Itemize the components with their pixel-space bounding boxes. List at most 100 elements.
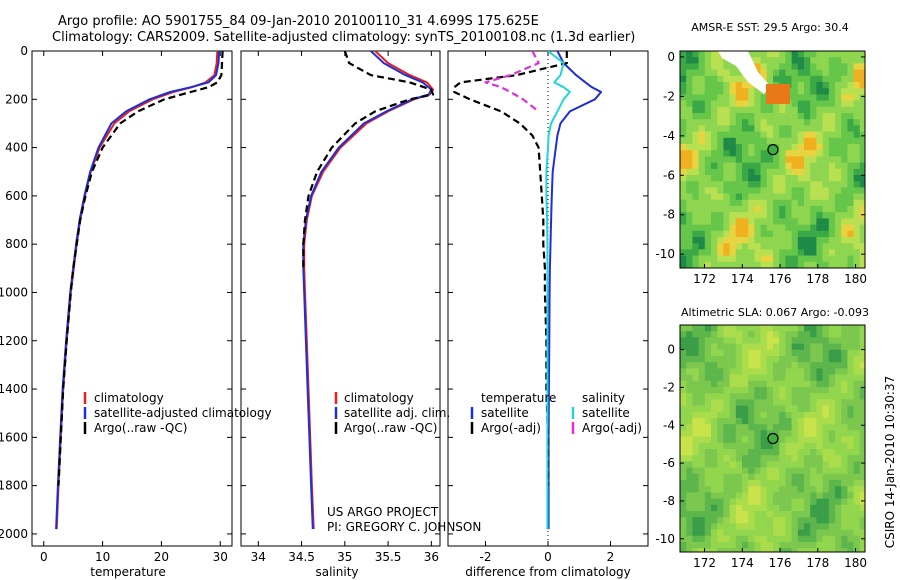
map-cell [717,424,724,431]
map-cell [717,113,724,120]
map-cell [797,212,805,219]
map-cell [686,380,693,388]
map-cell [766,51,774,58]
map-cell [742,362,749,369]
map-cell [704,106,712,114]
map-cell [711,356,718,363]
map-cell [822,492,830,499]
map-cell [761,268,768,275]
map-cell [723,480,730,487]
map-cell [686,455,693,462]
map-cell [735,486,743,493]
map-cell [791,325,799,332]
map-cell [859,380,865,388]
map-cell [686,356,693,363]
map-x-tick-label: 176 [769,272,792,286]
map-cell [735,349,743,357]
map-cell [717,331,724,338]
map-cell [686,325,693,332]
map-cell [729,498,737,506]
map-cell [859,119,865,126]
map-cell [766,430,774,437]
map-cell [816,175,823,182]
map-cell [773,349,780,357]
x-tick-label: -2 [480,550,492,564]
map-cell [729,331,737,338]
map-cell [841,243,848,250]
chart-title-line1: Argo profile: AO 5901755_84 09-Jan-2010 … [58,14,539,29]
map-cell [698,75,706,83]
map-cell [785,486,792,493]
map-cell [779,504,786,512]
map-cell [717,498,724,506]
map-cell [797,368,805,375]
map-cell [797,137,805,145]
map-cell [835,418,842,425]
map-cell [804,455,811,462]
map-cell [711,436,718,444]
map-cell [723,230,730,238]
map-cell [717,181,724,188]
map-cell [773,535,780,543]
map-cell [704,492,712,499]
map-cell [698,131,706,139]
map-cell [717,75,724,83]
map-cell [692,436,699,444]
map-cell [680,75,687,83]
map-cell [754,230,761,238]
map-cell [804,467,811,475]
map-cell [847,144,854,151]
map-cell [847,57,854,64]
map-cell [711,418,718,425]
y-tick-label: 600 [5,189,28,203]
map-cell [686,255,693,263]
map-cell [779,517,786,524]
map-cell [735,343,743,351]
map-cell [816,449,823,456]
difference-legend: temperature satellite Argo(-adj) salinit… [470,391,642,435]
map-cell [810,75,817,83]
map-cell [779,535,786,543]
map-cell [804,542,811,549]
map-cell [810,94,817,101]
map-cell [859,175,865,182]
map-cell [828,168,836,176]
map-cell [742,486,749,493]
map-cell [804,75,811,83]
map-cell [704,131,712,139]
map-cell [711,535,718,543]
map-cell [810,517,817,524]
map-cell [680,181,687,188]
temperature-lines [55,51,224,530]
map-cell [779,480,786,487]
map-cell [742,368,749,375]
map-cell [686,88,693,95]
map-cell [779,486,786,493]
map-cell [760,368,768,375]
map-cell [754,430,761,437]
map-cell [828,461,836,468]
map-cell [760,261,768,268]
map-cell [835,362,842,369]
map-cell [822,162,830,170]
map-cell [779,255,786,263]
map-cell [729,480,737,487]
map-cell [791,69,799,77]
map-cell [835,504,842,512]
map-cell [791,187,799,194]
map-cell [797,455,805,462]
map-cell [729,492,737,499]
map-cell [692,548,699,552]
map-cell [680,63,687,70]
map-cell [766,224,774,232]
map-cell [859,511,865,518]
map-cell [816,349,823,357]
map-cell [816,230,823,238]
map-cell [853,325,861,332]
map-cell [742,535,749,543]
map-cell [717,168,724,176]
map-cell [723,218,730,225]
map-cell [754,424,761,431]
map-cell [779,113,786,120]
map-cell [828,343,836,351]
